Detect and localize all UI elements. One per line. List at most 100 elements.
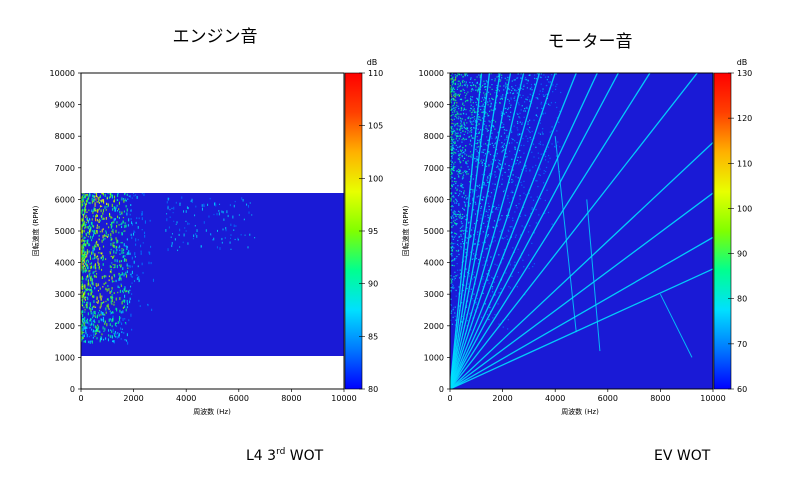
energy-cell <box>452 307 455 309</box>
energy-cell <box>484 149 486 151</box>
energy-cell <box>89 202 91 205</box>
energy-cell <box>514 140 516 142</box>
energy-cell <box>468 275 471 277</box>
energy-cell <box>491 288 494 290</box>
energy-cell <box>88 282 90 285</box>
energy-cell <box>98 234 100 237</box>
energy-cell <box>124 339 126 341</box>
energy-cell <box>512 247 514 249</box>
energy-cell <box>487 104 489 106</box>
energy-cell <box>455 106 457 108</box>
energy-cell <box>132 232 135 236</box>
energy-cell <box>491 163 493 165</box>
energy-cell <box>110 248 112 251</box>
energy-cell <box>523 186 525 188</box>
energy-cell <box>460 120 462 122</box>
energy-cell <box>486 248 488 250</box>
energy-cell <box>131 282 133 284</box>
energy-cell <box>482 133 484 136</box>
energy-cell <box>477 118 480 120</box>
energy-cell <box>83 318 85 320</box>
energy-cell <box>555 85 557 87</box>
energy-cell <box>111 311 113 314</box>
energy-cell <box>487 234 489 237</box>
energy-cell <box>230 248 232 250</box>
energy-cell <box>130 273 132 276</box>
energy-cell <box>475 257 478 259</box>
energy-cell <box>514 89 516 91</box>
energy-cell <box>191 198 193 202</box>
energy-cell <box>535 146 537 148</box>
energy-cell <box>82 284 84 286</box>
energy-cell <box>454 74 456 76</box>
energy-cell <box>460 123 462 125</box>
energy-cell <box>499 80 501 82</box>
energy-cell <box>493 146 495 148</box>
energy-cell <box>133 230 135 233</box>
energy-cell <box>99 247 101 251</box>
energy-cell <box>451 161 453 163</box>
energy-cell <box>107 235 109 237</box>
energy-cell <box>95 198 97 201</box>
energy-cell <box>81 339 83 342</box>
energy-cell <box>105 337 107 340</box>
energy-cell <box>542 94 544 96</box>
energy-cell <box>111 222 113 224</box>
energy-cell <box>494 128 496 130</box>
energy-cell <box>535 114 537 116</box>
energy-cell <box>93 295 95 298</box>
energy-cell <box>487 101 489 103</box>
energy-cell <box>121 211 123 215</box>
energy-cell <box>131 328 133 331</box>
energy-cell <box>85 306 87 309</box>
energy-cell <box>122 220 124 224</box>
energy-cell <box>473 234 475 236</box>
energy-cell <box>119 275 121 278</box>
energy-cell <box>455 78 457 80</box>
energy-cell <box>463 208 465 210</box>
energy-cell <box>487 211 489 213</box>
energy-cell <box>463 127 465 129</box>
energy-cell <box>468 116 470 118</box>
energy-cell <box>83 257 85 261</box>
energy-cell <box>450 130 452 132</box>
energy-cell <box>450 291 452 293</box>
energy-cell <box>454 223 456 225</box>
energy-cell <box>94 310 96 315</box>
energy-cell <box>472 117 474 119</box>
energy-cell <box>123 273 125 277</box>
energy-cell <box>85 331 87 335</box>
energy-cell <box>151 308 153 311</box>
energy-cell <box>484 94 486 96</box>
energy-cell <box>97 264 99 266</box>
energy-cell <box>107 338 110 342</box>
energy-cell <box>463 104 465 107</box>
energy-cell <box>458 175 460 177</box>
energy-cell <box>500 111 502 113</box>
energy-cell <box>499 163 502 166</box>
energy-cell <box>102 326 104 330</box>
energy-cell <box>451 108 454 110</box>
energy-cell <box>460 243 462 245</box>
energy-cell <box>450 289 452 292</box>
energy-cell <box>86 226 88 229</box>
energy-cell <box>81 213 84 216</box>
energy-cell <box>458 171 460 173</box>
energy-cell <box>117 193 119 197</box>
energy-cell <box>456 132 458 135</box>
energy-cell <box>89 340 91 344</box>
energy-cell <box>519 149 521 152</box>
energy-cell <box>221 237 223 241</box>
energy-cell <box>117 332 119 334</box>
energy-cell <box>506 84 508 86</box>
energy-cell <box>464 203 466 205</box>
energy-cell <box>87 276 89 279</box>
energy-cell <box>514 79 516 81</box>
energy-cell <box>112 311 114 314</box>
energy-cell <box>484 97 486 99</box>
energy-cell <box>99 205 101 208</box>
energy-cell <box>95 326 97 330</box>
energy-cell <box>456 262 458 265</box>
energy-cell <box>200 245 202 248</box>
energy-cell <box>502 190 505 193</box>
